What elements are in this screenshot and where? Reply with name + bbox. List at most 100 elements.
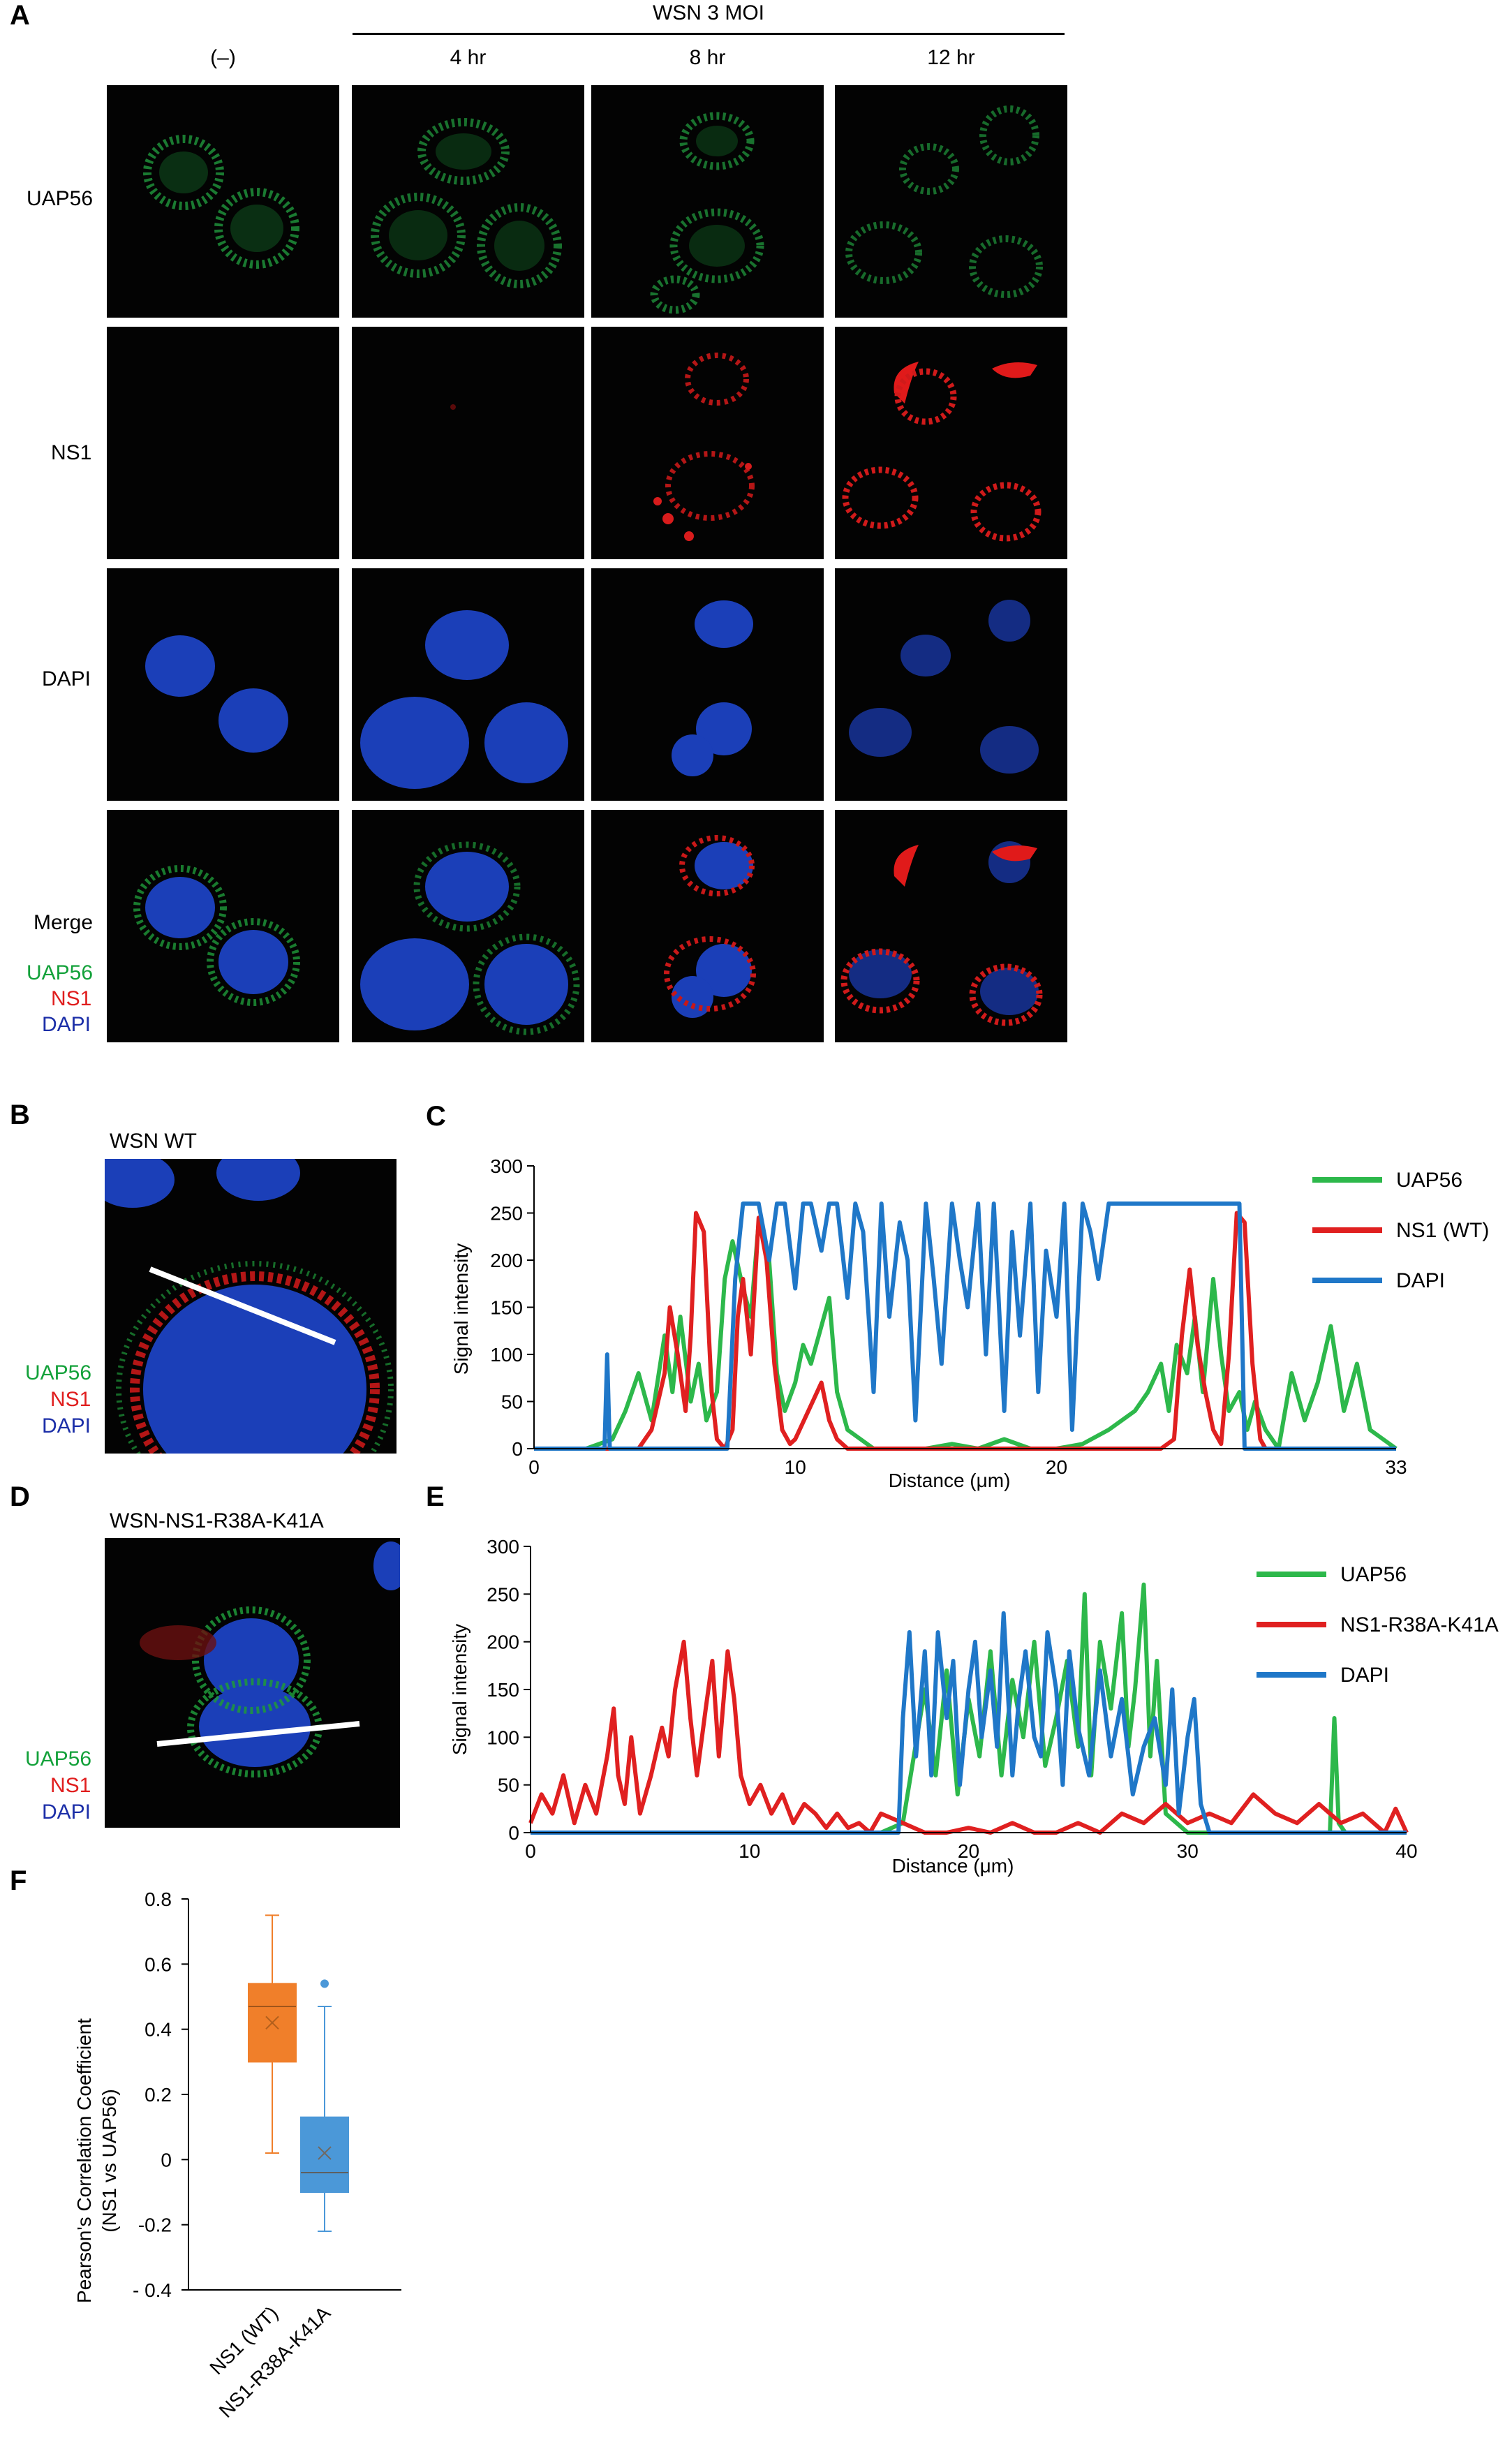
merge-legend-ns1: NS1 xyxy=(51,987,92,1010)
micrograph-merge-4hr xyxy=(352,810,584,1042)
column-label-4hr: 4 hr xyxy=(450,46,487,69)
y-tick-label: 0.6 xyxy=(144,1953,172,1975)
y-axis-label-e: Signal intensity xyxy=(449,1624,470,1755)
panel-b-legend-ns1: NS1 xyxy=(50,1388,91,1411)
y-tick-label: 250 xyxy=(490,1203,523,1225)
treatment-header: WSN 3 MOI xyxy=(652,1,764,24)
chart-e: E 0 50 100 150 200 250 300 0 10 20 30 40 Signal in… xyxy=(426,1481,1499,1877)
x-tick-label: 30 xyxy=(1177,1840,1199,1862)
y-tick-label: 0 xyxy=(161,2149,172,2171)
micrograph-dapi-4hr xyxy=(352,568,584,801)
y-tick-label: 0.2 xyxy=(144,2084,172,2106)
series-line-ns1-r38a-k41a xyxy=(528,1639,1409,1835)
legend-label: UAP56 xyxy=(1396,1169,1462,1192)
y-tick-label: 0 xyxy=(512,1438,523,1460)
x-axis-label-e: Distance (μm) xyxy=(892,1855,1014,1877)
panel-b-title: WSN WT xyxy=(110,1130,197,1153)
y-tick-label: 100 xyxy=(487,1727,519,1748)
y-tick-label: 150 xyxy=(487,1679,519,1701)
y-axis-label-c: Signal intensity xyxy=(450,1243,472,1375)
micrograph-wsn-wt xyxy=(105,1159,396,1454)
panel-c-label: C xyxy=(426,1101,446,1132)
series-line-dapi xyxy=(534,1201,1396,1451)
micrograph-dapi-8hr xyxy=(591,568,824,801)
y-tick-label: 50 xyxy=(498,1775,519,1796)
micrograph-uap56-12hr xyxy=(835,85,1067,318)
micrograph-ns1-mutant xyxy=(105,1538,400,1828)
box-iqr xyxy=(300,2116,349,2193)
y-tick-label: 0 xyxy=(508,1822,519,1844)
y-tick-label: 150 xyxy=(490,1297,523,1319)
box-wt xyxy=(248,1914,297,2154)
legend-label: UAP56 xyxy=(1340,1563,1407,1586)
y-tick-label: 200 xyxy=(487,1632,519,1653)
y-tick-label: 0.8 xyxy=(144,1888,172,1910)
outlier-point xyxy=(320,1979,329,1988)
row-label-ns1: NS1 xyxy=(51,441,92,464)
plot-area-e: 0 50 100 150 200 250 300 0 10 20 30 40 xyxy=(487,1536,1417,1862)
panel-d-title: WSN-NS1-R38A-K41A xyxy=(110,1509,324,1532)
micrograph-merge-12hr xyxy=(835,810,1067,1042)
micrograph-ns1-12hr xyxy=(835,327,1067,559)
y-tick-label: 250 xyxy=(487,1583,519,1605)
legend-label: DAPI xyxy=(1396,1269,1445,1292)
plot-area-c: 0 50 100 150 200 250 300 0 10 20 33 xyxy=(490,1155,1407,1478)
y-tick-label: 300 xyxy=(490,1155,523,1177)
panel-a-label: A xyxy=(10,0,30,31)
series-line-ns1-wt- xyxy=(534,1211,1396,1451)
panel-e-label: E xyxy=(426,1481,445,1512)
series-line-dapi xyxy=(531,1611,1407,1835)
legend-label: NS1 (WT) xyxy=(1396,1219,1489,1242)
panel-d-label: D xyxy=(10,1481,30,1512)
x-tick-label: 20 xyxy=(1046,1456,1067,1478)
row-label-dapi: DAPI xyxy=(42,667,91,690)
y-tick-label: 0.4 xyxy=(144,2019,172,2041)
merge-legend-dapi: DAPI xyxy=(42,1013,91,1036)
y-tick-label: - 0.4 xyxy=(133,2279,172,2301)
box-mean-marker xyxy=(265,2016,279,2030)
micrograph-uap56-control xyxy=(107,85,339,318)
y-axis-label-f-line1: Pearson's Correlation Coefficient xyxy=(73,2018,95,2303)
micrograph-dapi-control xyxy=(107,568,339,801)
x-tick-label: 20 xyxy=(958,1840,979,1862)
panel-b-label: B xyxy=(10,1100,30,1130)
series-line-uap56 xyxy=(534,1220,1398,1451)
legend-label: DAPI xyxy=(1340,1664,1389,1687)
micrograph-ns1-4hr xyxy=(352,327,584,559)
y-tick-label: 100 xyxy=(490,1344,523,1366)
x-tick-label: 10 xyxy=(739,1840,760,1862)
panel-b-legend-uap56: UAP56 xyxy=(25,1361,92,1384)
box-mean-marker xyxy=(318,2146,332,2160)
y-tick-label: 200 xyxy=(490,1250,523,1271)
y-tick-label: -0.2 xyxy=(138,2215,172,2236)
x-tick-label: 10 xyxy=(785,1456,806,1478)
x-tick-label: 0 xyxy=(528,1456,540,1478)
micrograph-merge-control xyxy=(107,810,339,1042)
panel-d-legend-ns1: NS1 xyxy=(50,1774,91,1797)
panel-d-legend-dapi: DAPI xyxy=(42,1801,91,1824)
x-axis-label-c: Distance (μm) xyxy=(889,1470,1011,1491)
chart-c: C 0 50 100 150 200 250 300 0 10 20 33 Signal inte… xyxy=(426,1101,1489,1491)
micrograph-ns1-control xyxy=(107,327,339,559)
chart-f: F Pearson's Correlation Coefficient (NS1… xyxy=(10,1865,401,2422)
y-axis-label-f-line2: (NS1 vs UAP56) xyxy=(98,2089,120,2232)
y-tick-label: 300 xyxy=(487,1536,519,1558)
box-mutant xyxy=(300,1979,349,2232)
panel-f-label: F xyxy=(10,1865,27,1896)
treatment-header-rule xyxy=(353,33,1065,35)
micrograph-merge-8hr xyxy=(591,810,824,1042)
micrograph-dapi-12hr xyxy=(835,568,1067,801)
column-label-control: (–) xyxy=(210,46,236,69)
micrograph-ns1-8hr xyxy=(591,327,824,559)
micrograph-uap56-4hr xyxy=(352,85,584,318)
panel-b-legend-dapi: DAPI xyxy=(42,1414,91,1437)
micrograph-uap56-8hr xyxy=(591,85,824,318)
column-label-12hr: 12 hr xyxy=(927,46,975,69)
y-tick-label: 50 xyxy=(501,1391,523,1413)
x-tick-label: 40 xyxy=(1395,1840,1417,1862)
panel-d-legend-uap56: UAP56 xyxy=(25,1747,92,1770)
x-tick-label: 0 xyxy=(525,1840,536,1862)
legend-label: NS1-R38A-K41A xyxy=(1340,1613,1499,1636)
merge-legend-uap56: UAP56 xyxy=(27,961,94,984)
x-tick-label: 33 xyxy=(1385,1456,1407,1478)
